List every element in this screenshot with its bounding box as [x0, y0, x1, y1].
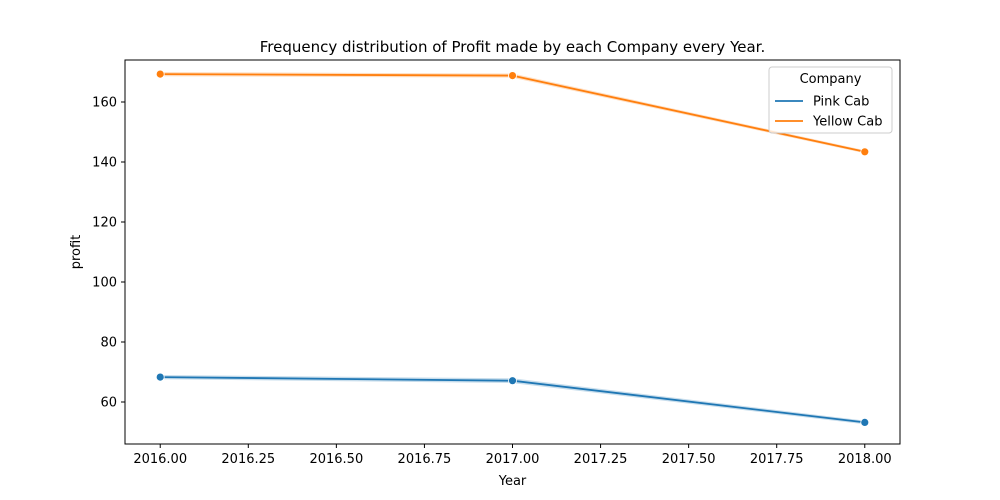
y-tick-label: 60 — [100, 396, 117, 411]
x-tick-label: 2018.00 — [838, 452, 892, 467]
y-tick-label: 140 — [92, 156, 117, 171]
x-tick-label: 2016.25 — [221, 452, 275, 467]
ci-band-yellow-cab — [160, 72, 865, 154]
x-tick-label: 2017.00 — [486, 452, 540, 467]
legend-label: Pink Cab — [813, 95, 869, 110]
data-point-pink-cab — [155, 372, 165, 382]
data-point-yellow-cab — [155, 69, 165, 79]
confidence-bands — [160, 72, 865, 425]
ci-band-pink-cab — [160, 375, 865, 425]
x-ticks: 2016.00 2016.25 2016.50 2016.75 2017.00 2017.… — [133, 444, 892, 467]
x-tick-label: 2016.00 — [133, 452, 187, 467]
series-lines — [160, 73, 865, 424]
legend-label: Yellow Cab — [812, 115, 882, 130]
x-tick-label: 2017.25 — [574, 452, 628, 467]
y-tick-label: 80 — [100, 336, 117, 351]
legend-box — [768, 66, 893, 134]
data-point-pink-cab — [860, 417, 870, 427]
y-tick-label: 120 — [92, 216, 117, 231]
y-tick-label: 100 — [92, 276, 117, 291]
legend-items: Pink Cab Yellow Cab — [775, 95, 882, 130]
data-point-yellow-cab — [860, 147, 870, 157]
legend-item-yellow-cab: Yellow Cab — [775, 115, 882, 130]
legend-title: Company — [800, 72, 862, 87]
y-ticks: 60 80 100 120 140 160 — [92, 96, 125, 411]
x-tick-label: 2017.75 — [750, 452, 804, 467]
x-axis-label: Year — [498, 474, 527, 489]
chart-title: Frequency distribution of Profit made by… — [260, 38, 765, 56]
legend-item-pink-cab: Pink Cab — [775, 95, 869, 110]
legend: Company Pink Cab Yellow Cab — [768, 66, 893, 134]
data-point-yellow-cab — [508, 71, 517, 80]
x-tick-label: 2017.50 — [662, 452, 716, 467]
y-tick-label: 160 — [92, 96, 117, 111]
data-point-pink-cab — [508, 376, 517, 386]
x-tick-label: 2016.75 — [398, 452, 452, 467]
y-axis-label: profit — [69, 235, 84, 270]
series-markers — [155, 69, 870, 427]
x-tick-label: 2016.50 — [309, 452, 363, 467]
series-line-yellow-cab — [160, 73, 865, 153]
